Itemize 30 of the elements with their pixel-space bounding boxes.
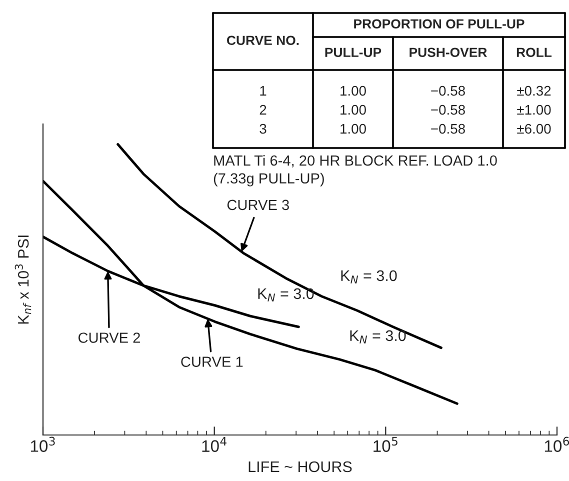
x-tick-label: 10$^{6}$ <box>544 436 569 452</box>
text: 1.00 <box>340 104 366 115</box>
annotation: K$_{N}$ = 3.0 <box>341 270 397 284</box>
y-axis-title: K$_{nf}$ x 10$^{3}$ PSI <box>14 236 32 324</box>
annotation: K$_{N}$ = 3.0 <box>258 288 314 302</box>
x-tick-label: 10$^{5}$ <box>374 436 398 452</box>
x-tick-label: 10$^{4}$ <box>202 436 226 452</box>
text: PULL-UP <box>325 48 382 58</box>
text: 1.00 <box>340 124 366 134</box>
text: 1 <box>260 86 266 96</box>
annotation: CURVE 2 <box>78 332 140 343</box>
text: 2 <box>260 104 266 115</box>
annotation: K$_{N}$ = 3.0 <box>350 330 406 344</box>
text: CURVE NO. <box>227 36 299 46</box>
text: PUSH-OVER <box>410 48 487 58</box>
text: ±0.32 <box>517 86 551 96</box>
text: 3 <box>260 124 266 134</box>
x-tick-label: 10$^{3}$ <box>30 436 55 452</box>
text: ROLL <box>516 48 552 58</box>
annotation: CURVE 1 <box>181 356 243 367</box>
annotation: MATL Ti 6-4, 20 HR BLOCK REF. LOAD 1.0 (7.33g PULL-UP) <box>214 155 497 186</box>
text: 1.00 <box>340 86 366 96</box>
text: PROPORTION OF PULL-UP <box>354 19 524 29</box>
x-axis-title: LIFE ~ HOURS <box>248 461 352 472</box>
text: ±6.00 <box>517 124 551 134</box>
annotation: CURVE 3 <box>227 200 289 210</box>
text: −0.58 <box>431 86 465 96</box>
text: −0.58 <box>431 124 465 134</box>
text: −0.58 <box>431 104 465 115</box>
text: ±1.00 <box>517 104 551 115</box>
